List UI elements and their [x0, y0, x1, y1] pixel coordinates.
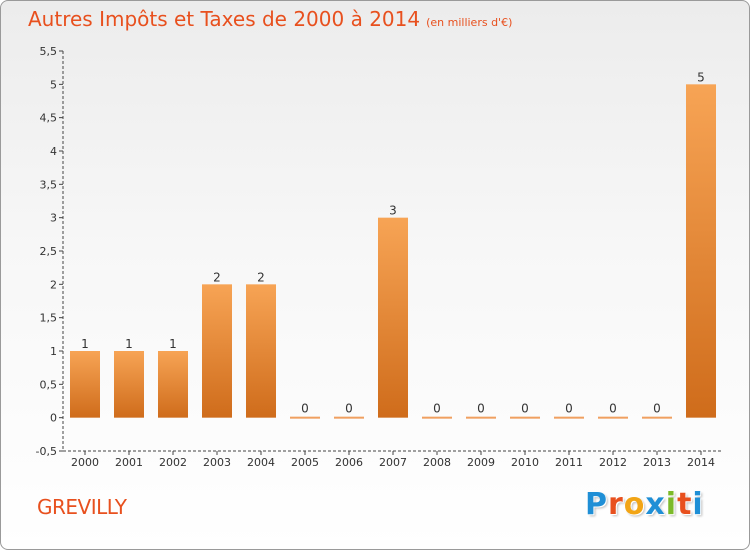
data-label-2006: 0: [345, 402, 353, 416]
x-tick-label-2007: 2007: [379, 456, 407, 469]
bar-2000: [70, 351, 100, 418]
y-tick-label: 5: [50, 78, 57, 91]
data-label-2007: 3: [389, 204, 397, 218]
logo-letter-5: t: [677, 487, 693, 522]
data-label-2012: 0: [609, 402, 617, 416]
chart-data-labels: 1 1 1 2 2 0 0 3 0 0 0 0 0 0 5: [81, 70, 705, 415]
y-tick-label: -0,5: [36, 445, 57, 458]
y-tick-label: 2,5: [40, 245, 58, 258]
data-label-2002: 1: [169, 337, 177, 351]
commune-name: GREVILLY: [37, 495, 127, 519]
bar-2010: [510, 416, 540, 419]
logo-letter-1: r: [608, 487, 624, 522]
data-label-2013: 0: [653, 402, 661, 416]
logo-letter-4: i: [665, 487, 678, 522]
x-tick-label-2000: 2000: [71, 456, 99, 469]
chart-title: Autres Impôts et Taxes de 2000 à 2014 (en…: [28, 7, 512, 31]
bar-2005: [290, 416, 320, 419]
x-tick-label-2008: 2008: [423, 456, 451, 469]
bar-2009: [466, 416, 496, 419]
bar-2011: [554, 416, 584, 419]
data-label-2000: 1: [81, 337, 89, 351]
y-tick-label: 5,5: [40, 45, 58, 58]
chart-title-text: Autres Impôts et Taxes de 2000 à 2014: [28, 7, 421, 31]
data-label-2014: 5: [697, 70, 705, 84]
data-label-2010: 0: [521, 402, 529, 416]
x-tick-label-2009: 2009: [467, 456, 495, 469]
x-tick-label-2010: 2010: [511, 456, 539, 469]
bar-2012: [598, 416, 628, 419]
y-tick-label: 0: [50, 412, 57, 425]
bar-2014: [686, 84, 716, 418]
y-tick-label: 4,5: [40, 112, 58, 125]
data-label-2004: 2: [257, 270, 265, 284]
y-tick-label: 0,5: [40, 378, 58, 391]
x-tick-label-2005: 2005: [291, 456, 319, 469]
bar-2002: [158, 351, 188, 418]
x-tick-label-2001: 2001: [115, 456, 143, 469]
y-tick-label: 3,5: [40, 178, 58, 191]
chart-bars: [70, 84, 716, 419]
logo-letter-0: P: [585, 487, 608, 522]
bar-2004: [246, 284, 276, 418]
y-tick-label: 1,5: [40, 312, 58, 325]
x-tick-label-2012: 2012: [599, 456, 627, 469]
logo-letter-6: i: [692, 487, 704, 522]
bar-2007: [378, 217, 408, 418]
x-tick-label-2011: 2011: [555, 456, 583, 469]
logo-letter-2: o: [623, 487, 646, 522]
y-tick-label: 4: [50, 145, 57, 158]
proxiti-logo[interactable]: Proxiti: [585, 487, 704, 523]
x-tick-label-2014: 2014: [687, 456, 715, 469]
x-tick-label-2002: 2002: [159, 456, 187, 469]
data-label-2009: 0: [477, 402, 485, 416]
bar-2006: [334, 416, 364, 419]
data-label-2011: 0: [565, 402, 573, 416]
bar-2008: [422, 416, 452, 419]
y-tick-label: 1: [50, 345, 57, 358]
bar-2003: [202, 284, 232, 418]
y-tick-label: 3: [50, 212, 57, 225]
data-label-2001: 1: [125, 337, 133, 351]
x-tick-label-2006: 2006: [335, 456, 363, 469]
x-tick-label-2013: 2013: [643, 456, 671, 469]
data-label-2003: 2: [213, 270, 221, 284]
bar-2013: [642, 416, 672, 419]
chart-subtitle: (en milliers d'€): [426, 16, 513, 29]
data-label-2008: 0: [433, 402, 441, 416]
data-label-2005: 0: [301, 402, 309, 416]
x-tick-label-2004: 2004: [247, 456, 275, 469]
logo-letter-3: x: [645, 487, 666, 522]
x-tick-label-2003: 2003: [203, 456, 231, 469]
y-tick-label: 2: [50, 278, 57, 291]
bar-2001: [114, 351, 144, 418]
